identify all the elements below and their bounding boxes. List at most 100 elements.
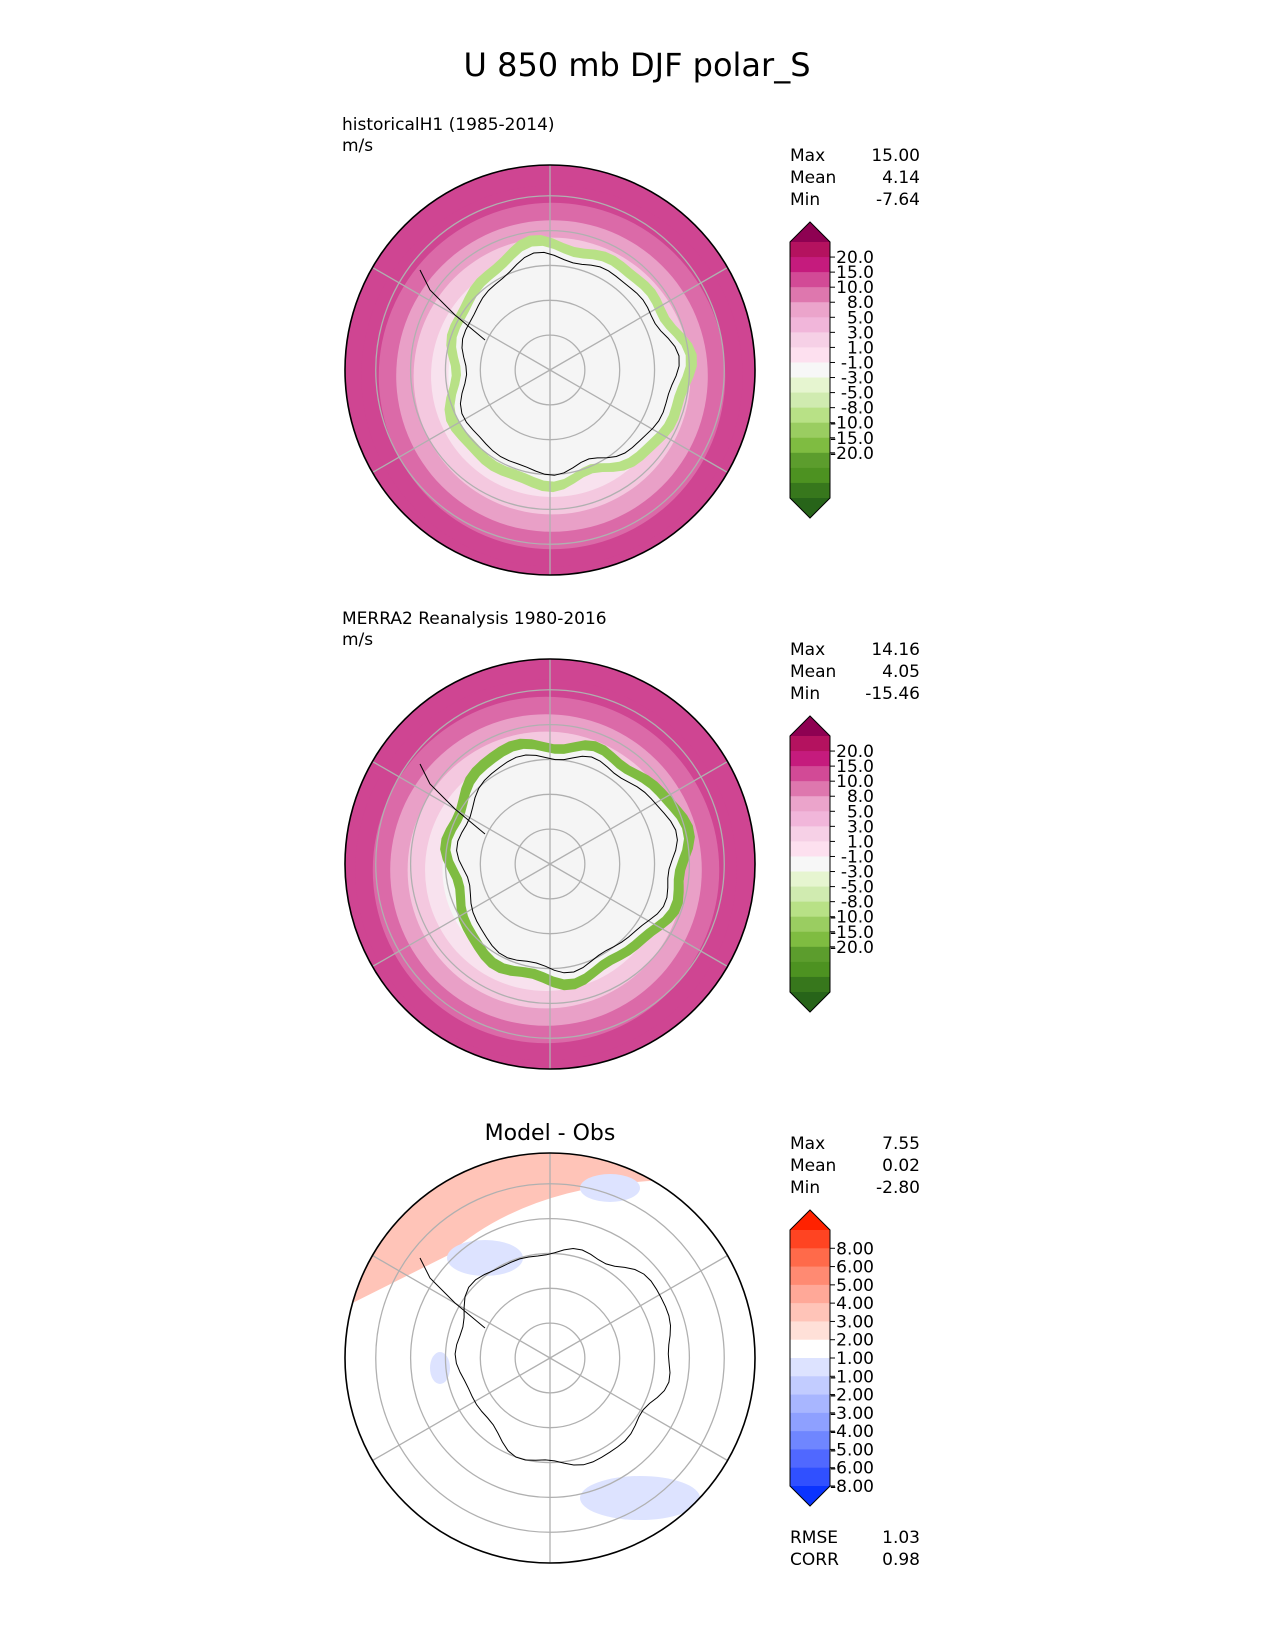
colorbar-tick-label: -8.00: [830, 1477, 874, 1497]
colorbar-tick-label: 1.0: [847, 338, 874, 358]
stats-block: Max 14.16 Mean 4.05 Min -15.46: [790, 640, 920, 704]
colorbar-tick-label: 10.0: [836, 772, 874, 792]
continent-interior: [450, 748, 684, 980]
stat-label: Mean: [790, 662, 836, 682]
colorbar-tick-label: 4.00: [836, 1294, 874, 1314]
colorbar: 20.015.010.08.05.03.01.0-1.0-3.0-5.0-8.0…: [789, 715, 874, 1013]
colorbar-segment: [790, 856, 830, 873]
negative-region: [580, 1476, 700, 1520]
colorbar-segment: [790, 1358, 830, 1377]
colorbar-tick-label: -20.0: [830, 444, 874, 464]
colorbar-segment: [790, 901, 830, 918]
panel-obs: MERRA2 Reanalysis 1980-2016 m/s Max 14.16…: [342, 609, 920, 1070]
colorbar-tick-label: -4.00: [830, 1422, 874, 1442]
colorbar-segment: [790, 766, 830, 782]
colorbar-segment: [790, 946, 830, 963]
colorbar-tick-label: 6.00: [836, 1258, 874, 1278]
metrics-block: RMSE 1.03 CORR 0.98: [790, 1528, 920, 1570]
colorbar-segment: [790, 452, 830, 469]
stats-block: Max 7.55 Mean 0.02 Min -2.80: [790, 1134, 920, 1198]
colorbar-outline: [789, 221, 831, 519]
colorbar-segment: [790, 437, 830, 454]
colorbar-segment: [790, 1248, 830, 1268]
colorbar-segment: [790, 242, 830, 258]
metric-label: CORR: [790, 1550, 839, 1570]
antarctica-coastline: [456, 754, 678, 974]
map-boundary: [344, 164, 756, 576]
colorbar-segment: [790, 841, 830, 857]
colorbar-tick-label: 20.0: [836, 742, 874, 762]
colorbar-segment: [790, 1394, 830, 1414]
colorbar-tick-label: 1.00: [836, 1349, 874, 1369]
stat-label: Max: [790, 640, 825, 660]
meridian-line: [372, 369, 551, 474]
colorbar-segment: [790, 1467, 830, 1487]
colorbar-segment: [790, 332, 830, 348]
colorbar-segment: [790, 1431, 830, 1450]
stat-label: Max: [790, 1134, 825, 1154]
stats-block: Max 15.00 Mean 4.14 Min -7.64: [790, 146, 920, 210]
meridian-line: [372, 266, 551, 371]
meridian-line: [372, 760, 551, 865]
colorbar-tick-label: 5.0: [847, 308, 874, 328]
colorbar-tick-label: 2.00: [836, 1331, 874, 1351]
panel-title: historicalH1 (1985-2014): [342, 115, 555, 135]
colorbar-tick-label: -3.00: [830, 1404, 874, 1424]
stat-value: 7.55: [882, 1134, 920, 1154]
map-boundary: [344, 1152, 756, 1564]
colorbar-extend-top: [790, 222, 830, 242]
colorbar-segment: [790, 916, 830, 933]
stat-value: 14.16: [871, 640, 920, 660]
colorbar-tick-label: 8.0: [847, 787, 874, 807]
meridian-line: [372, 1357, 551, 1462]
stat-value: -15.46: [865, 684, 920, 704]
colorbar-segment: [790, 362, 830, 379]
polar-map: [344, 1152, 756, 1564]
continent-interior: [454, 245, 686, 482]
stat-label: Min: [790, 1178, 820, 1198]
polar-map: [344, 658, 756, 1070]
panel-diff: Model - Obs Max 7.55 Mean 0.02 Min -2.80 8.00…: [344, 1121, 920, 1570]
colorbar-tick-label: 1.0: [847, 832, 874, 852]
colorbar-segment: [790, 1230, 830, 1249]
colorbar: 8.006.005.004.003.002.001.00-1.00-2.00-3…: [789, 1209, 874, 1507]
colorbar-segment: [790, 422, 830, 439]
colorbar-tick-label: -15.0: [830, 429, 874, 449]
panel-units: m/s: [342, 630, 373, 650]
map-field: [345, 659, 755, 1069]
colorbar-segment: [790, 392, 830, 409]
stat-value: 15.00: [871, 146, 920, 166]
colorbar-tick-label: 5.00: [836, 1276, 874, 1296]
colorbar-segment: [790, 886, 830, 903]
map-field: [345, 1153, 755, 1563]
graticule: [372, 659, 728, 1069]
stat-label: Max: [790, 146, 825, 166]
colorbar-extend-bottom: [790, 498, 830, 518]
panel-title: MERRA2 Reanalysis 1980-2016: [342, 609, 607, 629]
negative-region: [447, 1240, 523, 1276]
colorbar-segment: [790, 1266, 830, 1286]
meridian-line: [372, 1254, 551, 1359]
stat-label: Min: [790, 190, 820, 210]
colorbar-segment: [790, 317, 830, 333]
metric-label: RMSE: [790, 1528, 838, 1548]
positive-region: [345, 1153, 755, 1307]
stat-label: Mean: [790, 1156, 836, 1176]
colorbar-tick-label: 15.0: [836, 757, 874, 777]
colorbar-extend-top: [790, 1210, 830, 1230]
antarctica-coastline: [459, 251, 680, 476]
meridian-line: [549, 1357, 728, 1462]
colorbar-tick-label: -10.0: [830, 908, 874, 928]
colorbar-segment: [790, 751, 830, 767]
colorbar-segment: [790, 302, 830, 318]
colorbar-tick-label: 3.0: [847, 817, 874, 837]
metric-value: 0.98: [882, 1550, 920, 1570]
colorbar-segment: [790, 482, 830, 499]
colorbar-extend-top: [790, 716, 830, 736]
colorbar-tick-label: -6.00: [830, 1459, 874, 1479]
map-field: [345, 165, 755, 575]
colorbar-tick-label: -20.0: [830, 938, 874, 958]
panel-units: m/s: [342, 136, 373, 156]
graticule: [372, 1153, 728, 1563]
colorbar-tick-label: -3.0: [841, 863, 874, 883]
